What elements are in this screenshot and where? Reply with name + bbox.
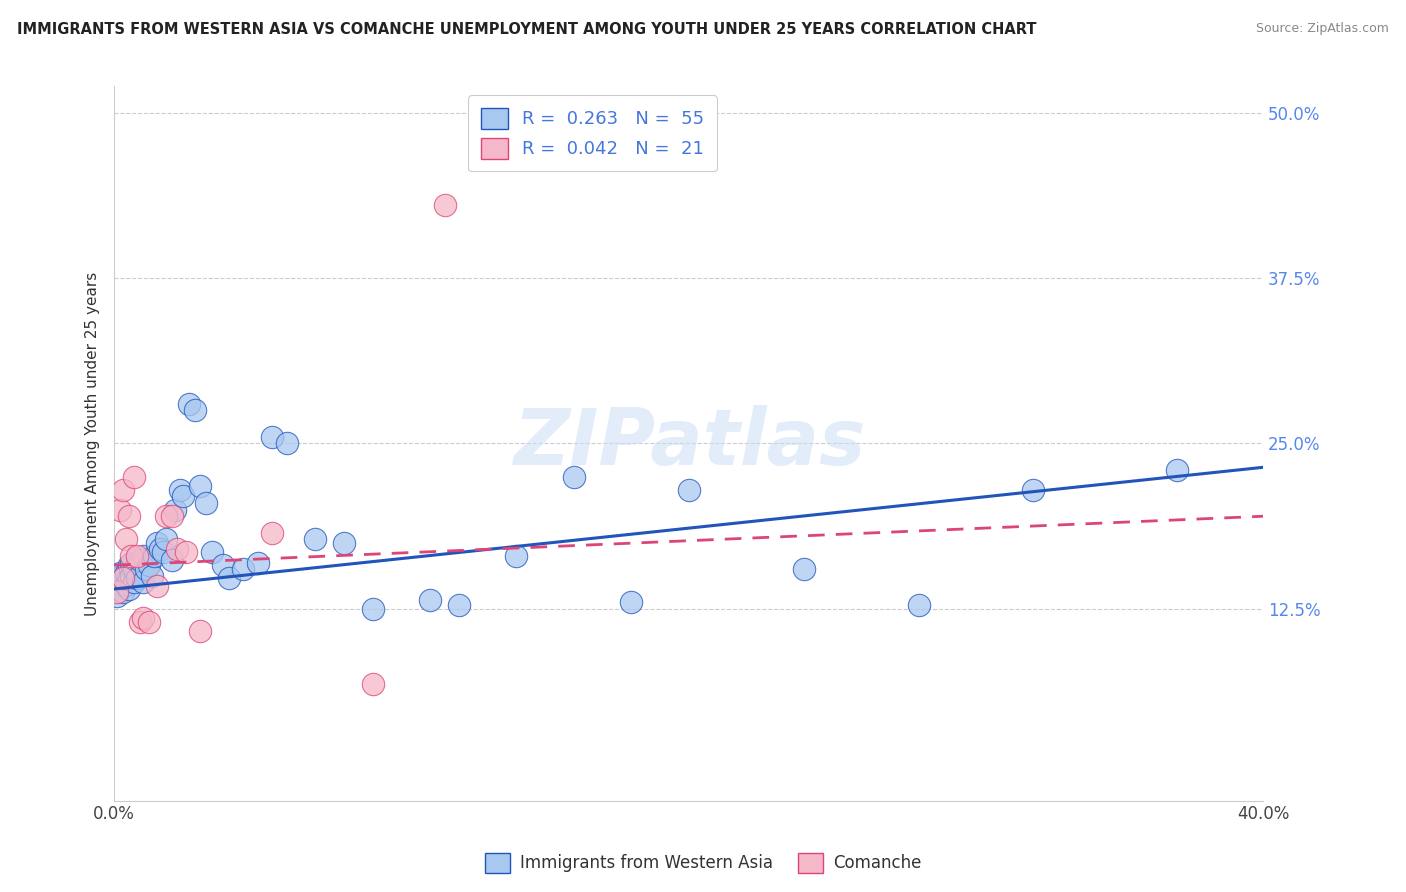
Point [132,575,155,590]
Point [620,595,643,609]
Point [120,549,142,563]
Point [149,542,172,557]
Point [114,566,136,581]
Point [152,545,174,559]
Point [262,526,284,541]
Point [105,589,128,603]
Point [111,571,134,585]
Legend: R =  0.263   N =  55, R =  0.042   N =  21: R = 0.263 N = 55, R = 0.042 N = 21 [468,95,717,171]
Point [120,556,142,570]
Point [146,579,169,593]
Point [793,562,815,576]
Point [120,568,142,582]
Point [146,535,169,549]
Point [246,556,269,570]
Point [419,592,441,607]
Text: Source: ZipAtlas.com: Source: ZipAtlas.com [1256,22,1389,36]
Point [218,571,240,585]
Point [447,598,470,612]
Point [138,558,160,573]
Point [361,602,384,616]
Point [114,578,136,592]
Point [183,403,205,417]
Text: IMMIGRANTS FROM WESTERN ASIA VS COMANCHE UNEMPLOYMENT AMONG YOUTH UNDER 25 YEARS: IMMIGRANTS FROM WESTERN ASIA VS COMANCHE… [17,22,1036,37]
Point [160,509,183,524]
Point [907,598,929,612]
Y-axis label: Unemployment Among Youth under 25 years: Unemployment Among Youth under 25 years [86,271,100,615]
Point [129,615,152,629]
Point [111,571,134,585]
Point [505,549,527,563]
Point [678,483,700,497]
Legend: Immigrants from Western Asia, Comanche: Immigrants from Western Asia, Comanche [478,847,928,880]
Point [361,677,384,691]
Point [169,483,191,497]
Point [135,562,157,576]
Point [117,582,139,596]
Point [166,542,188,557]
Point [190,479,212,493]
Point [108,578,131,592]
Point [177,397,200,411]
Point [124,575,146,590]
Point [132,611,155,625]
Point [111,584,134,599]
Point [1166,463,1188,477]
Point [124,562,146,576]
Point [333,535,356,549]
Point [141,568,163,582]
Point [117,571,139,585]
Point [108,502,131,516]
Point [114,532,136,546]
Point [105,584,128,599]
Point [124,469,146,483]
Point [172,489,194,503]
Point [433,198,456,212]
Point [1022,483,1045,497]
Point [108,566,131,581]
Point [562,469,585,483]
Point [143,549,166,563]
Point [132,549,155,563]
Point [127,571,149,585]
Point [155,532,177,546]
Point [160,553,183,567]
Point [105,571,128,585]
Point [174,545,197,559]
Point [212,558,235,573]
Point [163,502,186,516]
Point [304,532,326,546]
Point [190,624,212,639]
Point [155,509,177,524]
Point [111,483,134,497]
Point [262,430,284,444]
Point [195,496,218,510]
Point [117,509,139,524]
Point [232,562,254,576]
Text: ZIPatlas: ZIPatlas [513,406,865,482]
Point [117,558,139,573]
Point [129,553,152,567]
Point [276,436,298,450]
Point [201,545,224,559]
Point [127,549,149,563]
Point [138,615,160,629]
